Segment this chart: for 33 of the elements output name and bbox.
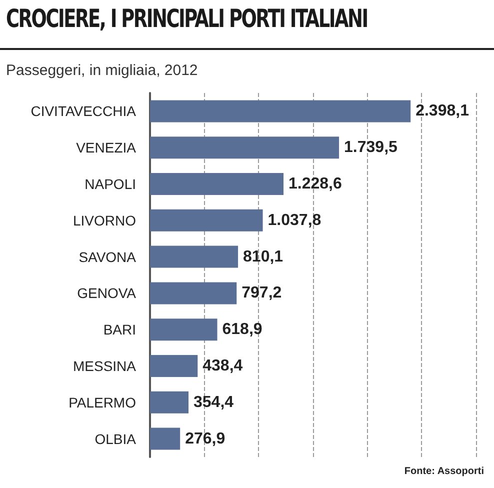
bar <box>150 391 189 414</box>
data-label: 810,1 <box>243 248 284 266</box>
y-tick-label: CIVITAVECCHIA <box>30 103 137 120</box>
y-tick-label: GENOVA <box>77 285 137 302</box>
data-label: 276,9 <box>185 430 226 448</box>
chart-title: CROCIERE, I PRINCIPALI PORTI ITALIANI <box>6 4 368 33</box>
data-label: 618,9 <box>222 321 262 338</box>
bar <box>150 173 284 195</box>
data-label: 354,4 <box>194 394 234 411</box>
bar <box>150 318 218 341</box>
y-tick-label: LIVORNO <box>72 212 136 228</box>
y-tick-label: MESSINA <box>72 358 137 374</box>
y-tick-label: VENEZIA <box>76 140 137 156</box>
bar <box>150 282 237 304</box>
bar <box>150 209 263 232</box>
y-tick-label: NAPOLI <box>84 176 136 192</box>
bar <box>150 355 198 377</box>
y-tick-label: PALERMO <box>68 394 136 410</box>
source-note: Fonte: Assoporti <box>404 466 484 477</box>
data-label: 438,4 <box>202 358 243 374</box>
y-tick-label: SAVONA <box>78 248 137 265</box>
data-label: 1.228,6 <box>288 176 342 192</box>
bar <box>150 428 180 450</box>
bar <box>150 100 411 122</box>
bar <box>150 136 340 159</box>
data-label: 1.037,8 <box>268 212 322 229</box>
data-label: 797,2 <box>242 284 282 302</box>
y-tick-label: OLBIA <box>94 430 137 447</box>
y-tick-label: BARI <box>103 322 136 338</box>
data-label: 2.398,1 <box>416 102 470 120</box>
bar <box>150 246 238 268</box>
data-label: 1.739,5 <box>344 139 398 156</box>
chart-subtitle: Passeggeri, in migliaia, 2012 <box>6 62 198 79</box>
